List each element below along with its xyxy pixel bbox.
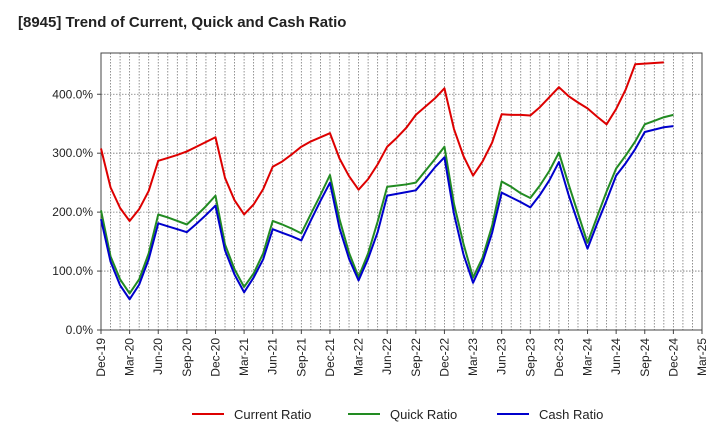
cash-ratio-line xyxy=(100,125,674,301)
x-tick-label: Sep-22 xyxy=(409,338,423,377)
x-tick-label: Dec-19 xyxy=(94,338,108,377)
x-tick-label: Jun-21 xyxy=(266,338,280,375)
x-tick-label: Mar-21 xyxy=(237,338,251,376)
x-tick-label: Dec-23 xyxy=(552,338,566,377)
legend-label-current-ratio: Current Ratio xyxy=(234,407,311,422)
plot-area xyxy=(101,53,702,330)
y-tick-label: 0.0% xyxy=(66,323,94,337)
x-tick-label: Mar-20 xyxy=(123,338,137,376)
x-tick-label: Sep-24 xyxy=(638,338,652,377)
y-tick-label: 300.0% xyxy=(52,146,93,160)
x-tick-label: Sep-20 xyxy=(180,338,194,377)
x-tick-label: Mar-24 xyxy=(581,338,595,376)
plot-frame xyxy=(100,52,703,331)
x-tick-label: Mar-25 xyxy=(695,338,709,376)
x-tick-label: Dec-21 xyxy=(323,338,337,377)
x-tick-label: Mar-23 xyxy=(466,338,480,376)
y-tick-label: 200.0% xyxy=(52,205,93,219)
current-ratio-line xyxy=(100,61,664,222)
x-tick-label: Jun-24 xyxy=(609,338,623,375)
x-tick-label: Jun-22 xyxy=(380,338,394,375)
x-tick-label: Dec-22 xyxy=(437,338,451,377)
y-tick-label: 400.0% xyxy=(52,87,93,101)
x-tick-label: Sep-21 xyxy=(294,338,308,377)
x-tick-label: Dec-24 xyxy=(666,338,680,377)
y-tick-label: 100.0% xyxy=(52,264,93,278)
legend-label-cash-ratio: Cash Ratio xyxy=(539,407,603,422)
x-tick-label: Mar-22 xyxy=(352,338,366,376)
x-tick-label: Jun-20 xyxy=(151,338,165,375)
legend-label-quick-ratio: Quick Ratio xyxy=(390,407,457,422)
chart-title: [8945] Trend of Current, Quick and Cash … xyxy=(18,14,347,31)
x-tick-label: Jun-23 xyxy=(495,338,509,375)
x-tick-label: Sep-23 xyxy=(523,338,537,377)
x-tick-label: Dec-20 xyxy=(208,338,222,377)
quick-ratio-line xyxy=(100,113,674,295)
